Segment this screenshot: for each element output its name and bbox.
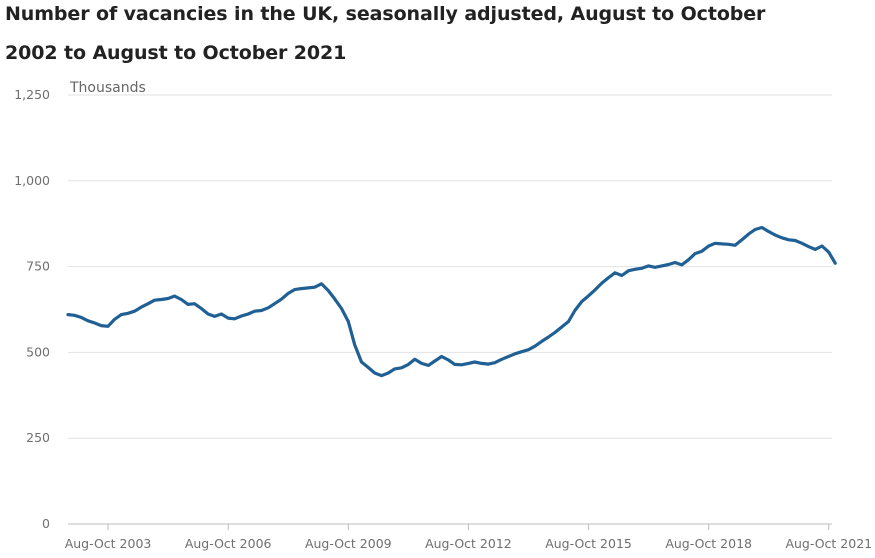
y-tick-label: 250 <box>26 430 50 445</box>
y-tick-label: 500 <box>26 344 50 359</box>
x-tick-label: Aug-Oct 2021 <box>785 536 872 551</box>
y-unit-label: Thousands <box>69 80 146 96</box>
x-tick-label: Aug-Oct 2015 <box>545 536 632 551</box>
unit-label-mask <box>68 94 148 100</box>
x-tick-label: Aug-Oct 2012 <box>425 536 512 551</box>
x-tick-label: Aug-Oct 2006 <box>185 536 272 551</box>
series-line-0 <box>66 225 837 378</box>
x-tick-label: Aug-Oct 2003 <box>65 536 152 551</box>
y-tick-label: 750 <box>26 259 50 274</box>
x-tick-label: Aug-Oct 2018 <box>665 536 752 551</box>
chart-title-line-2: 2002 to August to October 2021 <box>5 42 347 64</box>
x-tick-label: Aug-Oct 2009 <box>305 536 392 551</box>
chart-title-line-1: Number of vacancies in the UK, seasonall… <box>5 3 766 25</box>
y-tick-label: 1,000 <box>14 173 50 188</box>
y-tick-label: 0 <box>42 516 50 531</box>
y-tick-label: 1,250 <box>14 87 50 102</box>
